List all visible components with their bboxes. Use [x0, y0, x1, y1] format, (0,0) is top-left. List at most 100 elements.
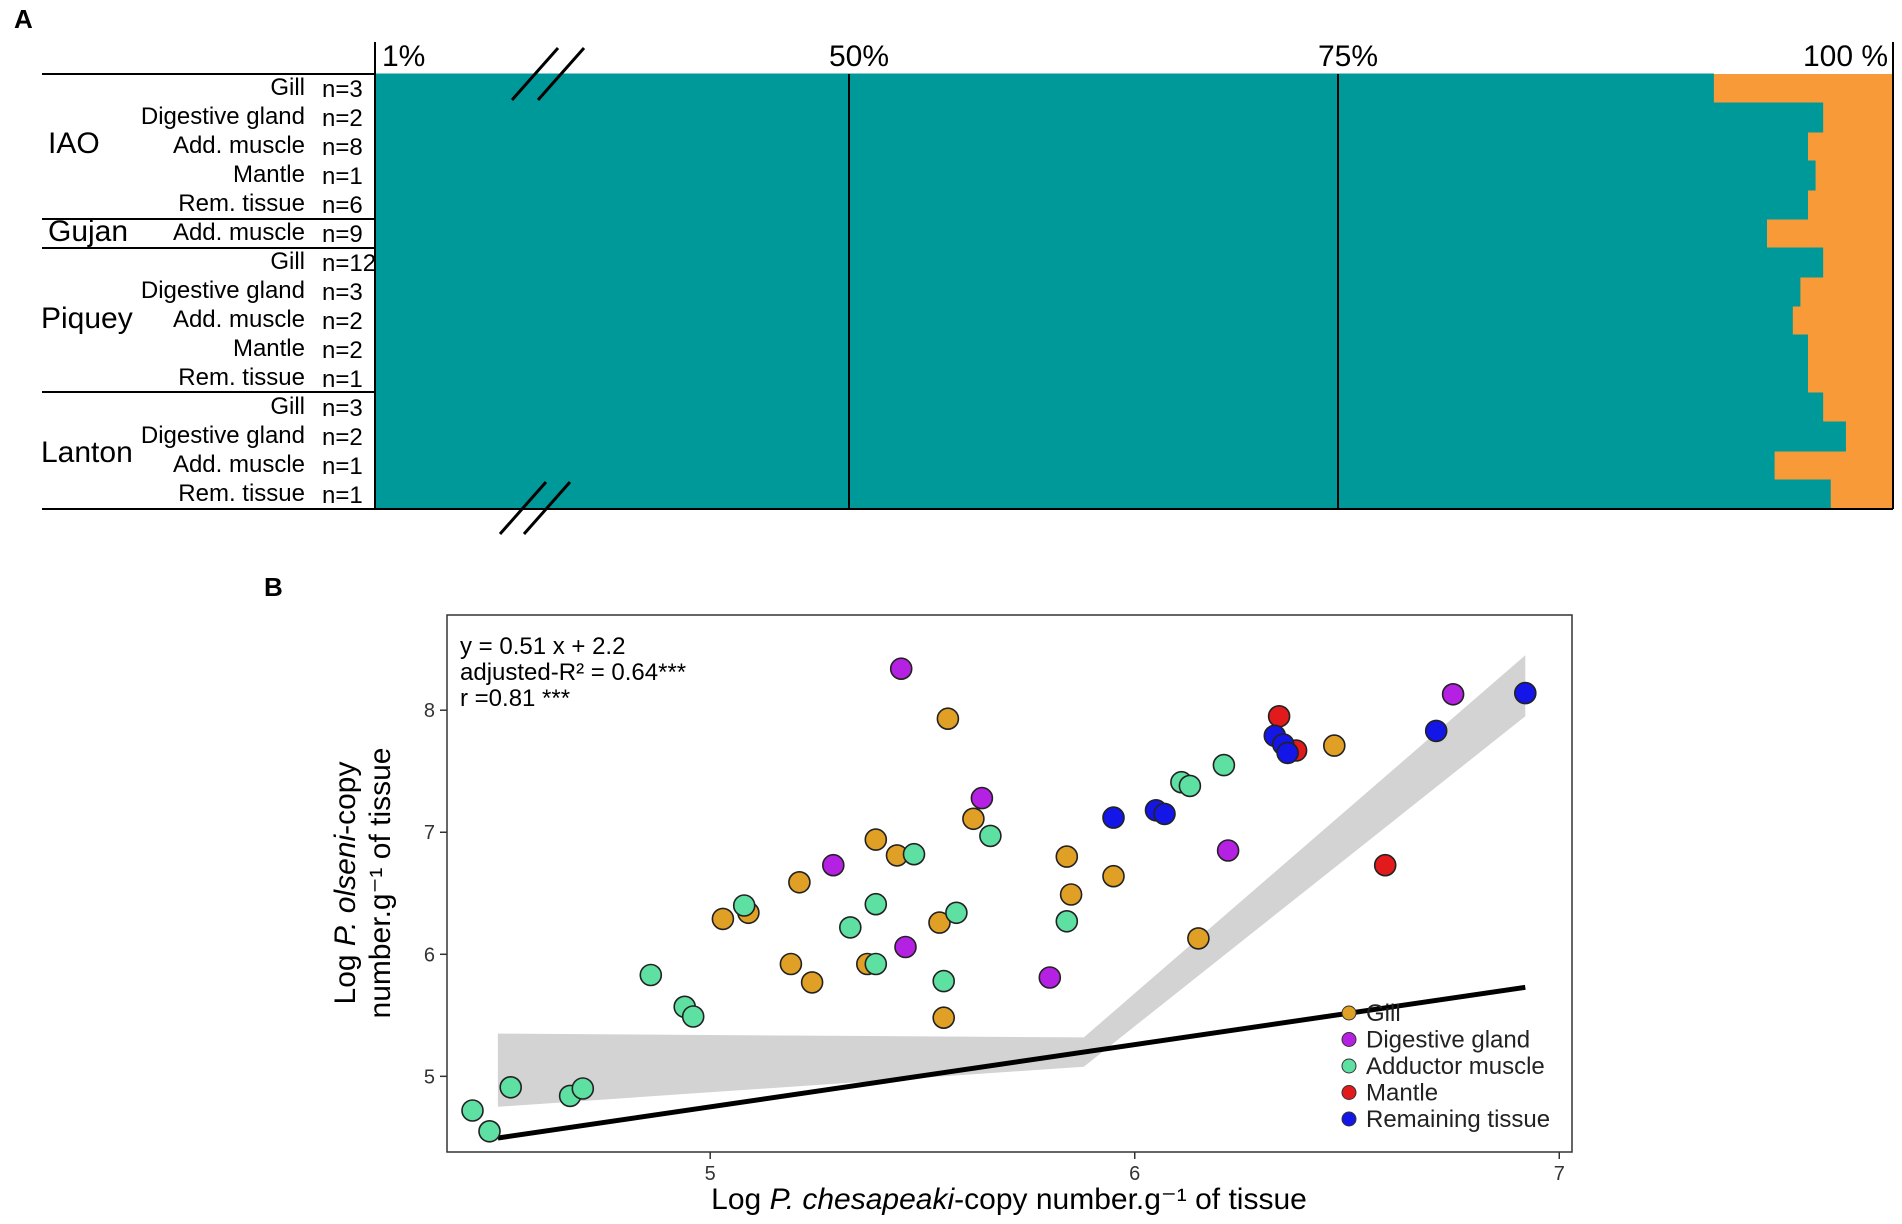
point-gill — [1102, 864, 1125, 888]
point-gill — [1187, 927, 1210, 950]
bar-teal-row-14 — [375, 450, 1775, 481]
point-gill — [864, 828, 888, 851]
group-label-piquey: Piquey — [41, 302, 133, 335]
point-gill — [932, 1006, 956, 1030]
point-gill — [1059, 883, 1083, 906]
point-gill — [928, 911, 951, 934]
point-am — [639, 963, 663, 987]
point-am — [1212, 753, 1236, 777]
y-tick-label: 7 — [424, 822, 435, 844]
x-axis-label-pre: Log — [711, 1183, 769, 1216]
point-rem — [1514, 681, 1537, 705]
point-dg — [821, 853, 845, 877]
bar-teal-row-7 — [375, 247, 1824, 278]
row-n-label: n=8 — [322, 134, 363, 161]
point-gill — [1055, 845, 1079, 868]
bar-teal-row-5 — [375, 189, 1808, 220]
point-am — [932, 969, 956, 993]
axis-break-top — [510, 47, 586, 101]
group-label-gujan: Gujan — [48, 215, 128, 248]
row-tissue-label: Gill — [270, 74, 305, 101]
row-tissue-label: Add. muscle — [173, 306, 305, 333]
legend-label-mantle: Mantle — [1366, 1080, 1438, 1107]
pct-label-100: 100 % — [1803, 40, 1888, 73]
row-tissue-label: Gill — [270, 393, 305, 420]
row-n-label: n=1 — [322, 366, 363, 393]
legend-label-am: Adductor muscle — [1366, 1053, 1545, 1080]
stacked-bar-area — [375, 73, 1894, 510]
bar-teal-row-8 — [375, 276, 1801, 307]
x-tick-label: 5 — [705, 1163, 716, 1185]
bar-teal-row-12 — [375, 392, 1824, 423]
scatter-points — [461, 657, 1537, 1143]
confidence-band-polygon — [497, 655, 1526, 1107]
point-gill — [962, 807, 985, 831]
point-mantle — [1267, 704, 1291, 728]
pct-label-1: 1% — [382, 40, 425, 73]
row-labels: Gill n=3 Digestive gland n=2 Add. muscle n=8 M… — [141, 74, 376, 509]
row-tissue-label: Digestive gland — [141, 103, 305, 130]
axis-ticks: 5 6 7 5 6 7 8 — [424, 700, 1565, 1185]
bar-teal-row-1 — [375, 73, 1714, 104]
row-tissue-label: Rem. tissue — [178, 190, 305, 217]
bar-teal-row-3 — [375, 131, 1808, 162]
pct-label-50: 50% — [829, 40, 889, 73]
legend-label-gill: Gill — [1366, 1000, 1401, 1027]
bar-teal-row-11 — [375, 363, 1808, 394]
y-axis-label-line2: number.g⁻¹ of tissue — [364, 748, 397, 1019]
bar-teal-row-4 — [375, 160, 1816, 191]
point-gill — [788, 870, 811, 894]
x-axis-label-italic: P. chesapeaki — [770, 1183, 956, 1216]
row-n-label: n=3 — [322, 279, 363, 306]
panel-a-letter: A — [14, 4, 33, 34]
point-rem — [1276, 741, 1299, 765]
row-n-label: n=12 — [322, 250, 376, 277]
y-tick-label: 5 — [424, 1066, 435, 1088]
x-axis-label-post: -copy number.g⁻¹ of tissue — [954, 1183, 1307, 1216]
point-gill — [800, 971, 824, 994]
point-am — [945, 901, 968, 925]
row-n-label: n=3 — [322, 395, 363, 422]
point-am — [838, 916, 862, 939]
point-dg — [970, 786, 994, 810]
row-n-label: n=9 — [322, 221, 363, 248]
pct-label-75: 75% — [1318, 40, 1378, 73]
bar-teal-row-2 — [375, 102, 1824, 133]
bar-teal-row-6 — [375, 218, 1768, 249]
point-dg — [894, 935, 917, 959]
row-n-label: n=3 — [322, 76, 363, 103]
row-tissue-label: Add. muscle — [173, 219, 305, 246]
confidence-band — [497, 655, 1526, 1107]
point-am — [571, 1077, 595, 1100]
bar-teal-row-10 — [375, 334, 1808, 365]
row-n-label: n=1 — [322, 453, 363, 480]
point-rem — [1153, 802, 1176, 826]
point-gill — [711, 907, 735, 931]
row-n-label: n=2 — [322, 424, 363, 451]
point-am — [1055, 909, 1079, 933]
row-n-label: n=1 — [322, 482, 363, 509]
panel-b-letter: B — [264, 572, 283, 602]
point-am — [864, 892, 888, 916]
y-axis-label-line1: Log P. olseni-copy — [329, 762, 362, 1005]
row-n-label: n=6 — [322, 192, 363, 219]
row-tissue-label: Digestive gland — [141, 277, 305, 304]
group-label-lanton: Lanton — [41, 436, 133, 469]
y-axis-label-pre: Log — [329, 946, 362, 1004]
legend-swatch-mantle — [1341, 1085, 1357, 1100]
regression-equation: y = 0.51 x + 2.2 — [460, 633, 625, 660]
y-tick-label: 8 — [424, 700, 435, 722]
row-tissue-label: Rem. tissue — [178, 480, 305, 507]
point-am — [499, 1076, 523, 1099]
legend-swatch-am — [1341, 1058, 1357, 1074]
x-tick-label: 6 — [1129, 1163, 1140, 1185]
point-am — [732, 894, 756, 917]
point-am — [979, 824, 1002, 848]
legend-swatch-rem — [1341, 1111, 1357, 1127]
point-gill — [1323, 734, 1346, 757]
row-n-label: n=2 — [322, 105, 363, 132]
point-am — [864, 952, 888, 976]
row-tissue-label: Gill — [270, 248, 305, 275]
point-gill — [779, 952, 803, 976]
row-tissue-label: Mantle — [233, 161, 305, 188]
